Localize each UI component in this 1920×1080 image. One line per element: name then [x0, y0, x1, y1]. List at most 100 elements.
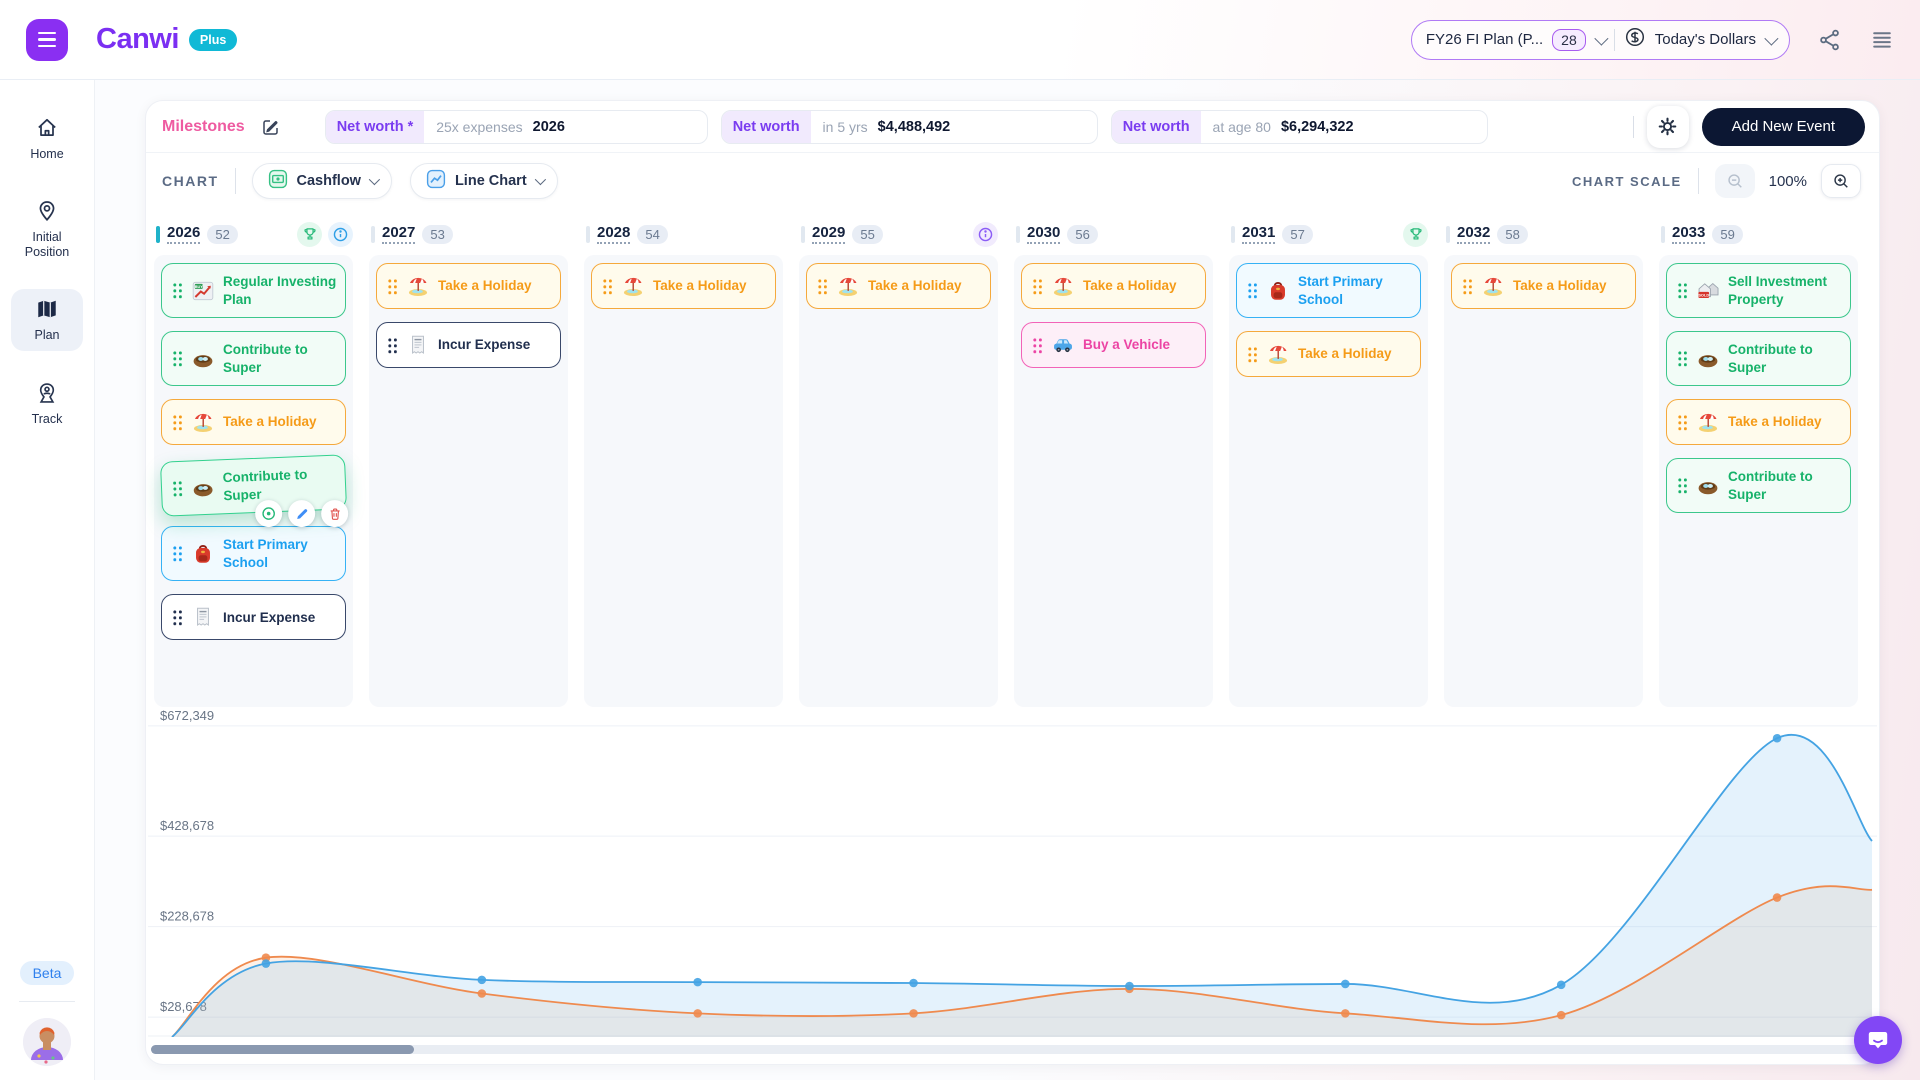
beach-icon — [836, 274, 860, 298]
drag-handle-icon[interactable] — [1677, 350, 1688, 368]
milestone-field-hint: in 5 yrs — [822, 118, 868, 135]
event-label: Take a Holiday — [438, 278, 532, 294]
event-card-sell-investment-property[interactable]: SOLD Sell Investment Property — [1666, 263, 1851, 319]
sidebar-item-track[interactable]: Track — [11, 373, 83, 434]
settings-gear-icon[interactable] — [1646, 105, 1689, 148]
year-label[interactable]: 2028 — [597, 224, 631, 244]
event-card-take-a-holiday[interactable]: Take a Holiday — [1236, 331, 1421, 378]
event-card-contribute-to-super[interactable]: Contribute to Super — [161, 331, 346, 387]
receipt-icon — [406, 333, 430, 357]
drag-handle-icon[interactable] — [1677, 413, 1688, 431]
add-new-event-button[interactable]: Add New Event — [1701, 107, 1865, 146]
year-label[interactable]: 2029 — [812, 224, 846, 244]
milestone-field-2[interactable]: Net worth in 5 yrs $4,488,492 — [720, 109, 1098, 144]
trash-icon[interactable] — [321, 500, 349, 528]
zoom-level: 100% — [1768, 172, 1807, 190]
currency-mode: Today's Dollars — [1654, 31, 1756, 48]
milestone-field-3[interactable]: Net worth at age 80 $6,294,322 — [1110, 109, 1488, 144]
beach-icon — [1481, 274, 1505, 298]
info-icon[interactable] — [973, 221, 998, 247]
drag-handle-icon[interactable] — [817, 277, 828, 295]
horizontal-scrollbar-thumb[interactable] — [151, 1045, 414, 1054]
year-header: 2030 56 — [1014, 221, 1213, 247]
edit-milestones-icon[interactable] — [261, 117, 281, 137]
event-label: Take a Holiday — [868, 278, 962, 294]
chevron-down-icon[interactable] — [1594, 31, 1609, 46]
drag-handle-icon[interactable] — [171, 480, 184, 498]
menu-lines-icon[interactable] — [1870, 28, 1894, 52]
year-header: 2026 52 — [154, 221, 353, 247]
zoom-out-icon[interactable] — [1714, 164, 1755, 198]
event-card-start-primary-school[interactable]: Start Primary School — [161, 526, 346, 582]
drag-handle-icon[interactable] — [1677, 282, 1688, 300]
event-card-contribute-to-super[interactable]: Contribute to Super — [1666, 331, 1851, 387]
year-label[interactable]: 2026 — [167, 224, 201, 244]
milestones-row: Milestones Net worth * 25x expenses 2026… — [146, 101, 1879, 153]
event-card-take-a-holiday[interactable]: Take a Holiday — [376, 263, 561, 309]
car-icon — [1051, 333, 1075, 357]
drag-handle-icon[interactable] — [1032, 277, 1043, 295]
share-icon[interactable] — [1818, 28, 1842, 52]
drag-handle-icon[interactable] — [172, 282, 183, 300]
drag-handle-icon[interactable] — [172, 545, 183, 563]
event-card-actions — [255, 500, 349, 528]
chart-type-selector[interactable]: Line Chart — [409, 163, 558, 199]
nest-egg-icon — [191, 347, 215, 371]
pencil-icon[interactable] — [288, 500, 316, 528]
drag-handle-icon[interactable] — [172, 608, 183, 626]
zoom-in-icon[interactable] — [1821, 164, 1861, 198]
drag-handle-icon[interactable] — [1032, 336, 1043, 354]
horizontal-scrollbar-track[interactable] — [151, 1045, 1874, 1054]
event-card-regular-investing-plan[interactable]: BUY Regular Investing Plan — [161, 263, 346, 319]
year-label[interactable]: 2027 — [382, 224, 416, 244]
year-label[interactable]: 2030 — [1027, 224, 1061, 244]
plan-selector[interactable]: FY26 FI Plan (P... 28 Today's Dollars — [1410, 19, 1790, 60]
chevron-down-icon[interactable] — [1764, 31, 1779, 46]
drag-handle-icon[interactable] — [1247, 345, 1258, 363]
drag-handle-icon[interactable] — [172, 413, 183, 431]
year-column-2032: 2032 58 Take a Holiday — [1444, 221, 1643, 707]
info-icon[interactable] — [328, 221, 353, 247]
event-label: Incur Expense — [438, 337, 531, 353]
divider — [1697, 168, 1699, 194]
track-pin-icon — [35, 381, 59, 408]
drag-handle-icon[interactable] — [1677, 477, 1688, 495]
user-avatar[interactable] — [23, 1018, 71, 1066]
event-card-incur-expense[interactable]: Incur Expense — [376, 322, 561, 368]
year-label[interactable]: 2031 — [1242, 224, 1276, 244]
sidebar-items: Home Initial Position Plan Track — [11, 108, 83, 456]
cashflow-chart: $28,678$228,678$428,678$672,349 — [148, 709, 1877, 1037]
eye-icon[interactable] — [255, 500, 283, 528]
event-card-contribute-to-super[interactable]: Contribute to Super — [159, 454, 349, 528]
drag-handle-icon[interactable] — [602, 277, 613, 295]
event-card-incur-expense[interactable]: Incur Expense — [161, 594, 346, 641]
drag-handle-icon[interactable] — [387, 336, 398, 354]
divider — [1613, 28, 1615, 51]
year-label[interactable]: 2033 — [1672, 224, 1706, 244]
drag-handle-icon[interactable] — [387, 277, 398, 295]
year-label[interactable]: 2032 — [1457, 224, 1491, 244]
event-card-take-a-holiday[interactable]: Take a Holiday — [1021, 263, 1206, 309]
drag-handle-icon[interactable] — [1462, 277, 1473, 295]
drag-handle-icon[interactable] — [1247, 282, 1258, 300]
trophy-icon — [297, 221, 322, 247]
event-card-buy-a-vehicle[interactable]: Buy a Vehicle — [1021, 322, 1206, 368]
cashflow-selector[interactable]: Cashflow — [251, 163, 392, 199]
event-card-take-a-holiday[interactable]: Take a Holiday — [1666, 399, 1851, 446]
event-card-take-a-holiday[interactable]: Take a Holiday — [161, 399, 346, 446]
event-card-take-a-holiday[interactable]: Take a Holiday — [806, 263, 991, 309]
intercom-chat-button[interactable] — [1854, 1016, 1902, 1064]
event-card-take-a-holiday[interactable]: Take a Holiday — [591, 263, 776, 309]
event-card-contribute-to-super[interactable]: Contribute to Super — [1666, 458, 1851, 514]
drag-handle-icon[interactable] — [172, 350, 183, 368]
milestone-field-1[interactable]: Net worth * 25x expenses 2026 — [324, 109, 708, 144]
cashflow-label: Cashflow — [296, 173, 361, 189]
hamburger-menu-button[interactable] — [26, 18, 68, 61]
sidebar-item-initial-position[interactable]: Initial Position — [11, 191, 83, 267]
chart-scale-label: CHART SCALE — [1571, 173, 1682, 189]
event-card-start-primary-school[interactable]: Start Primary School — [1236, 263, 1421, 319]
plan-count-badge: 28 — [1552, 28, 1586, 51]
sidebar-item-plan[interactable]: Plan — [11, 289, 83, 351]
event-card-take-a-holiday[interactable]: Take a Holiday — [1451, 263, 1636, 309]
sidebar-item-home[interactable]: Home — [11, 108, 83, 169]
